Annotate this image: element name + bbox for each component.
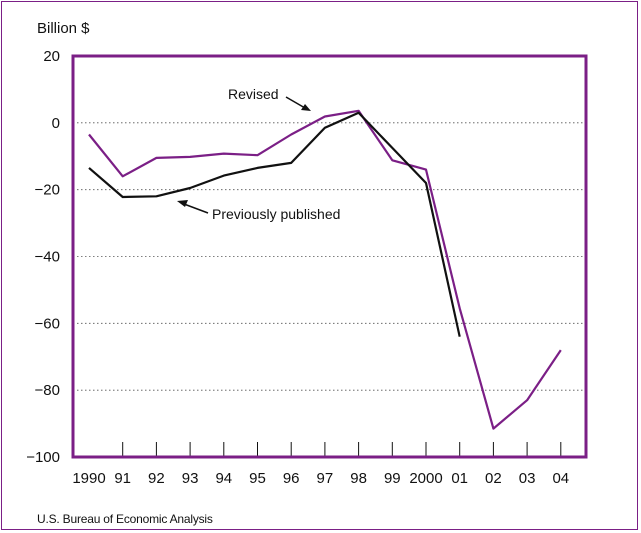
x-tick-label: 2000	[409, 470, 442, 487]
series-lines	[88, 109, 562, 430]
x-tick-label: 92	[148, 470, 165, 487]
y-tick-label: −100	[26, 449, 60, 466]
x-tick-label: 97	[317, 470, 334, 487]
source-note: U.S. Bureau of Economic Analysis	[37, 512, 213, 526]
y-axis-ticks: 20 0 −20 −40 −60 −80 −100	[26, 48, 60, 466]
y-tick-label: 0	[52, 115, 60, 132]
x-tick-label: 93	[182, 470, 199, 487]
revised-arrowhead	[301, 104, 311, 111]
revised-annotation-label: Revised	[228, 86, 279, 102]
previously-published-series-line	[88, 111, 461, 337]
y-tick-label: −40	[35, 249, 60, 266]
previously-published-arrowhead	[177, 200, 188, 207]
x-tick-label: 96	[283, 470, 300, 487]
x-tick-label: 99	[384, 470, 401, 487]
previously-published-annotation: Previously published	[177, 200, 340, 222]
x-tick-label: 02	[485, 470, 502, 487]
y-axis-unit-label: Billion $	[37, 20, 90, 37]
y-tick-label: 20	[43, 48, 60, 65]
revised-annotation: Revised	[228, 86, 311, 111]
previously-published-annotation-label: Previously published	[212, 206, 340, 222]
revised-annotation-arrow	[285, 96, 306, 109]
gridlines	[73, 122, 586, 391]
x-tick-label: 95	[249, 470, 266, 487]
x-tick-label: 03	[519, 470, 536, 487]
x-tick-label: 91	[114, 470, 131, 487]
previously-published-annotation-arrow	[183, 203, 209, 214]
x-tick-label: 1990	[72, 470, 105, 487]
y-tick-label: −80	[35, 382, 60, 399]
x-tick-label: 01	[451, 470, 468, 487]
plot-border	[71, 54, 588, 459]
revised-series-line	[88, 109, 562, 430]
y-tick-label: −60	[35, 315, 60, 332]
x-tick-label: 94	[215, 470, 232, 487]
y-tick-label: −20	[35, 182, 60, 199]
x-tick-label: 98	[350, 470, 367, 487]
x-tick-label: 04	[552, 470, 569, 487]
x-axis-ticks: 1990 91 92 93 94 95 96 97 98 99 2000 01 02 03 04	[72, 442, 569, 487]
